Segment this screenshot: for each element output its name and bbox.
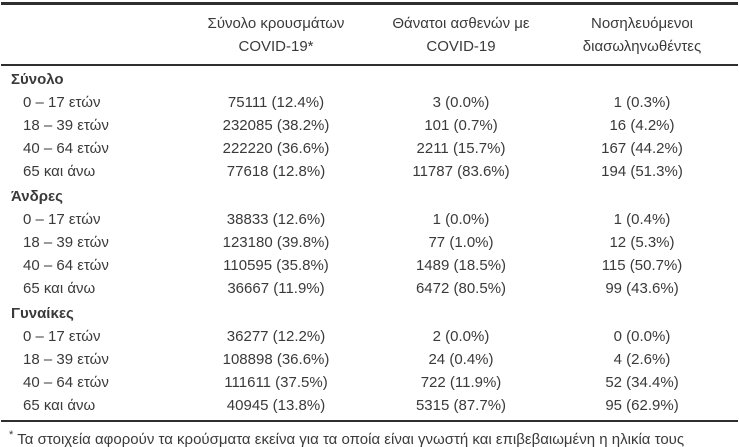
cases-cell: 232085 (38.2%) — [222, 117, 330, 134]
age-label: 0 – 17 ετών — [23, 328, 101, 345]
table-row: 0 – 17 ετών 75111 (12.4%) 3 (0.0%) 1 (0.… — [1, 91, 738, 114]
intubated-cell: 167 (44.2%) — [601, 140, 683, 157]
intubated-cell: 1 (0.3%) — [613, 94, 671, 111]
intubated-cell: 95 (62.9%) — [605, 397, 679, 414]
age-label: 40 – 64 ετών — [23, 140, 109, 157]
table-row: 18 – 39 ετών 232085 (38.2%) 101 (0.7%) 1… — [1, 114, 738, 137]
table-row: 40 – 64 ετών 222220 (36.6%) 2211 (15.7%)… — [1, 137, 738, 160]
age-label: 40 – 64 ετών — [23, 257, 109, 274]
deaths-cell: 2 (0.0%) — [432, 328, 490, 345]
section-label-men: Άνδρες — [11, 188, 63, 205]
table-row: 65 και άνω 40945 (13.8%) 5315 (87.7%) 95… — [1, 394, 738, 420]
header-row: Σύνολο κρουσμάτων COVID-19* Θάνατοι ασθε… — [1, 3, 738, 66]
intubated-cell: 52 (34.4%) — [605, 374, 679, 391]
deaths-cell: 11787 (83.6%) — [412, 163, 510, 180]
cases-cell: 123180 (39.8%) — [222, 234, 330, 251]
deaths-cell: 5315 (87.7%) — [415, 397, 507, 414]
age-label: 65 και άνω — [23, 397, 96, 414]
cases-cell: 111611 (37.5%) — [224, 374, 328, 391]
age-label: 18 – 39 ετών — [23, 351, 109, 368]
footnote: * Τα στοιχεία αφορούν τα κρούσματα εκείνα… — [1, 420, 738, 447]
cases-cell: 36277 (12.2%) — [226, 328, 326, 345]
table-row: 65 και άνω 36667 (11.9%) 6472 (80.5%) 99… — [1, 277, 738, 300]
deaths-cell: 3 (0.0%) — [432, 94, 490, 111]
covid-age-table: Σύνολο κρουσμάτων COVID-19* Θάνατοι ασθε… — [1, 2, 738, 420]
table-row: 0 – 17 ετών 36277 (12.2%) 2 (0.0%) 0 (0.… — [1, 325, 738, 348]
intubated-cell: 16 (4.2%) — [609, 117, 675, 134]
intubated-cell: 1 (0.4%) — [613, 211, 671, 228]
header-intubated-line2: διασωληνωθέντες — [582, 38, 702, 55]
intubated-cell: 194 (51.3%) — [601, 163, 683, 180]
cases-cell: 36667 (11.9%) — [227, 280, 325, 297]
table-row: 0 – 17 ετών 38833 (12.6%) 1 (0.0%) 1 (0.… — [1, 208, 738, 231]
deaths-cell: 24 (0.4%) — [428, 351, 494, 368]
deaths-cell: 77 (1.0%) — [428, 234, 494, 251]
section-row-men: Άνδρες — [1, 183, 738, 208]
intubated-cell: 99 (43.6%) — [605, 280, 679, 297]
age-label: 0 – 17 ετών — [23, 94, 101, 111]
deaths-cell: 6472 (80.5%) — [415, 280, 507, 297]
footnote-asterisk: * — [9, 429, 14, 441]
table-row: 65 και άνω 77618 (12.8%) 11787 (83.6%) 1… — [1, 160, 738, 183]
age-label: 40 – 64 ετών — [23, 374, 109, 391]
header-intubated-line1: Νοσηλευόμενοι — [590, 15, 693, 32]
header-total-cases-line2: COVID-19* — [238, 38, 314, 55]
table-row: 40 – 64 ετών 111611 (37.5%) 722 (11.9%) … — [1, 371, 738, 394]
footnote-text: Τα στοιχεία αφορούν τα κρούσματα εκείνα … — [17, 431, 685, 447]
header-deaths-line1: Θάνατοι ασθενών με — [392, 15, 530, 32]
age-label: 65 και άνω — [23, 163, 96, 180]
cases-cell: 108898 (36.6%) — [222, 351, 330, 368]
cases-cell: 110595 (35.8%) — [223, 257, 329, 274]
deaths-cell: 101 (0.7%) — [424, 117, 498, 134]
deaths-cell: 1 (0.0%) — [432, 211, 490, 228]
intubated-cell: 115 (50.7%) — [601, 257, 683, 274]
cases-cell: 77618 (12.8%) — [226, 163, 326, 180]
age-label: 18 – 39 ετών — [23, 234, 109, 251]
cases-cell: 222220 (36.6%) — [222, 140, 330, 157]
deaths-cell: 1489 (18.5%) — [415, 257, 507, 274]
header-total-cases: Σύνολο κρουσμάτων COVID-19* — [176, 3, 376, 66]
table-row: 18 – 39 ετών 123180 (39.8%) 77 (1.0%) 12… — [1, 231, 738, 254]
cases-cell: 75111 (12.4%) — [227, 94, 325, 111]
header-intubated: Νοσηλευόμενοι διασωληνωθέντες — [546, 3, 738, 66]
section-row-total: Σύνολο — [1, 65, 738, 91]
age-label: 65 και άνω — [23, 280, 96, 297]
age-label: 18 – 39 ετών — [23, 117, 109, 134]
deaths-cell: 2211 (15.7%) — [416, 140, 506, 157]
cases-cell: 38833 (12.6%) — [226, 211, 326, 228]
header-deaths-line2: COVID-19 — [426, 38, 496, 55]
intubated-cell: 0 (0.0%) — [613, 328, 671, 345]
intubated-cell: 12 (5.3%) — [609, 234, 675, 251]
section-label-total: Σύνολο — [11, 71, 64, 88]
deaths-cell: 722 (11.9%) — [420, 374, 502, 391]
header-total-cases-line1: Σύνολο κρουσμάτων — [207, 15, 345, 32]
table-row: 40 – 64 ετών 110595 (35.8%) 1489 (18.5%)… — [1, 254, 738, 277]
header-empty — [1, 3, 176, 66]
section-row-women: Γυναίκες — [1, 300, 738, 325]
intubated-cell: 4 (2.6%) — [613, 351, 671, 368]
table-row: 18 – 39 ετών 108898 (36.6%) 24 (0.4%) 4 … — [1, 348, 738, 371]
age-label: 0 – 17 ετών — [23, 211, 101, 228]
cases-cell: 40945 (13.8%) — [226, 397, 326, 414]
section-label-women: Γυναίκες — [11, 305, 74, 322]
header-deaths: Θάνατοι ασθενών με COVID-19 — [376, 3, 546, 66]
